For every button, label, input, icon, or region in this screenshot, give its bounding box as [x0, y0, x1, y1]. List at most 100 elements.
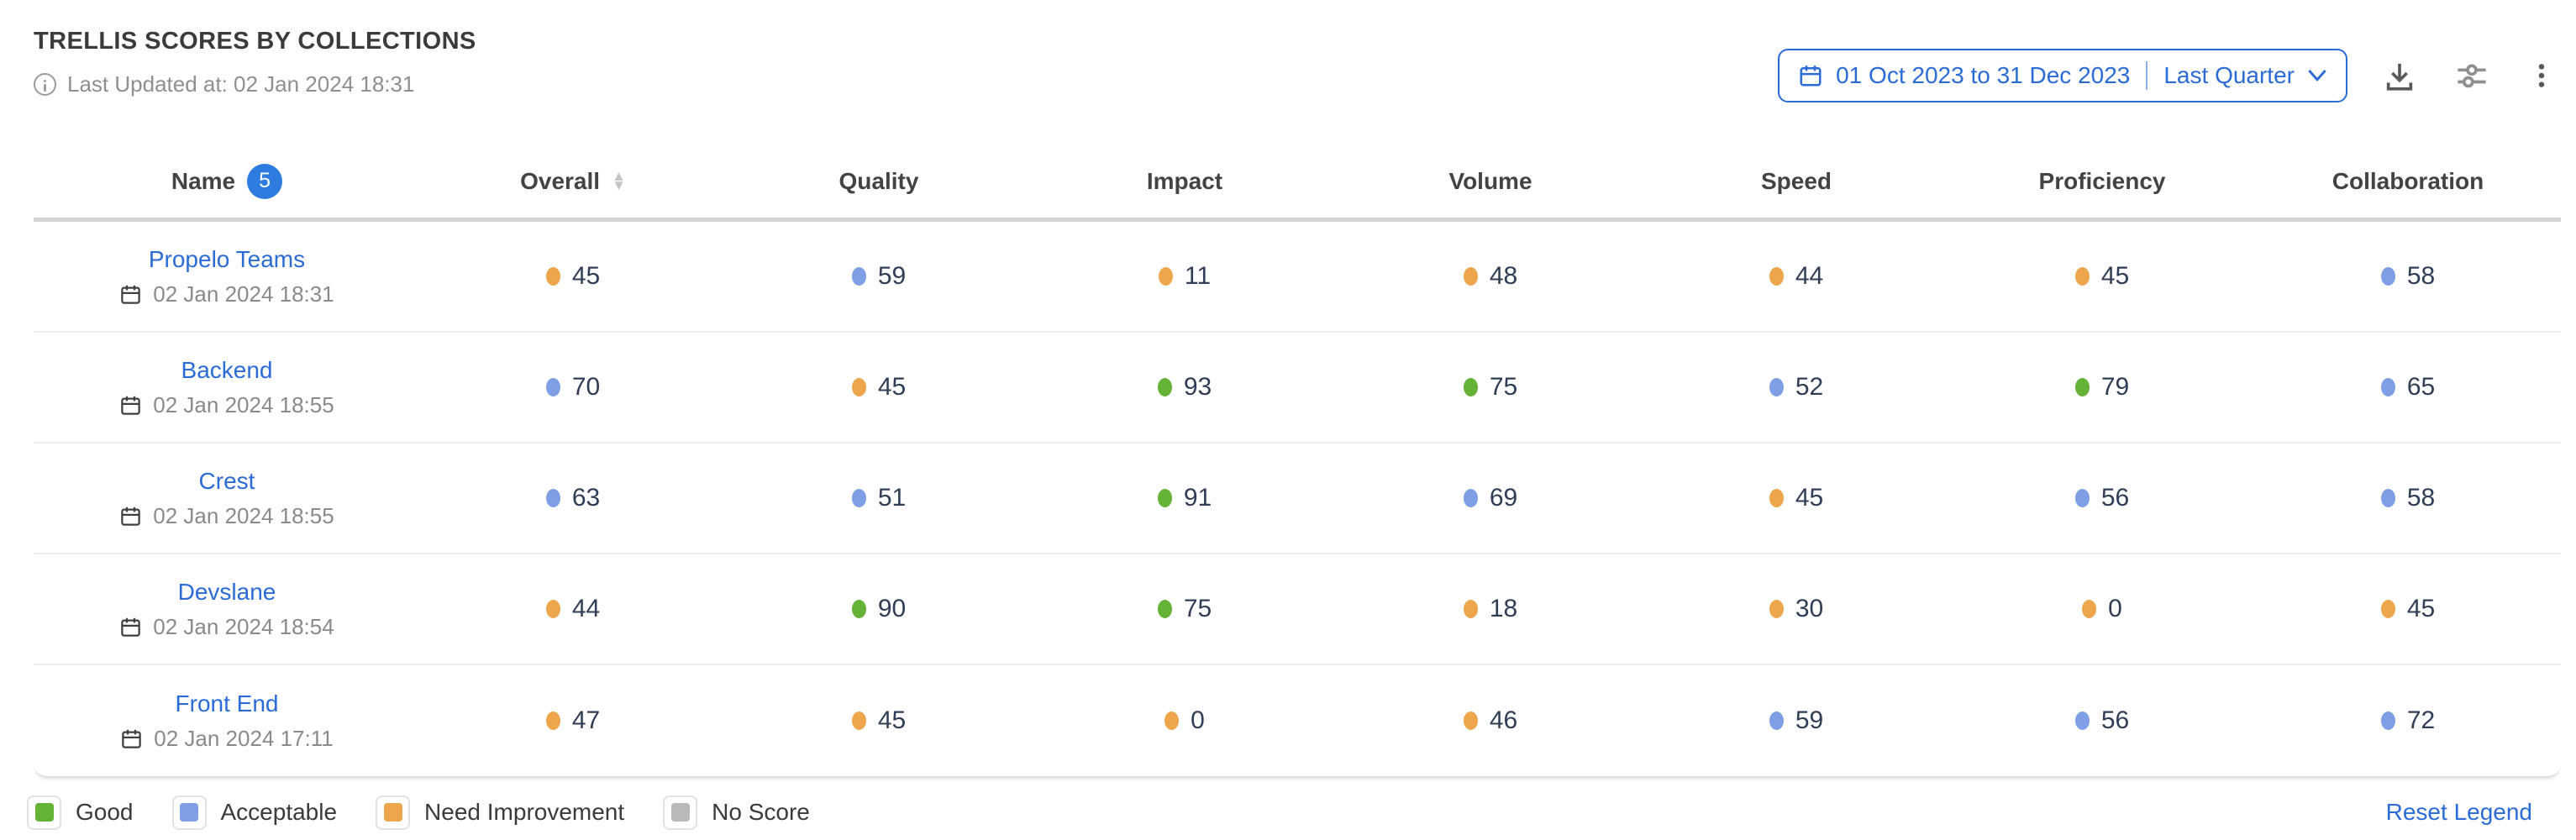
column-header-impact: Impact	[1032, 144, 1338, 218]
widget-controls: 01 Oct 2023 to 31 Dec 2023 Last Quarter	[1778, 49, 2559, 102]
score-value: 93	[1183, 373, 1212, 401]
score-cell-collaboration: 45	[2255, 554, 2561, 664]
score-dot	[1769, 378, 1784, 396]
score-cell-speed: 30	[1643, 554, 1949, 664]
score-value: 56	[2100, 706, 2130, 734]
row-updated-at: 02 Jan 2024 18:55	[153, 502, 334, 528]
sliders-icon	[2458, 64, 2486, 88]
score-cell-quality: 90	[726, 554, 1032, 664]
score-cell-impact: 11	[1032, 222, 1338, 331]
legend-checkbox[interactable]	[27, 795, 61, 830]
score-dot	[1157, 378, 1172, 396]
name-cell: Crest 02 Jan 2024 18:55	[34, 444, 420, 553]
score-dot	[1158, 267, 1173, 286]
column-label: Collaboration	[2332, 167, 2484, 194]
score-cell-speed: 59	[1643, 665, 1949, 776]
legend-swatch	[180, 803, 198, 822]
table-row: Front End 02 Jan 2024 17:11 47 45 0 46 5…	[34, 665, 2561, 776]
score-dot	[545, 267, 560, 286]
column-header-quality: Quality	[726, 144, 1032, 218]
row-updated-at: 02 Jan 2024 18:31	[153, 281, 334, 307]
score-value: 45	[877, 706, 907, 734]
collection-link[interactable]: Propelo Teams	[148, 245, 306, 272]
score-value: 79	[2100, 373, 2130, 401]
legend-checkbox[interactable]	[376, 795, 411, 830]
sort-carets-icon[interactable]: ▲ ▼	[612, 167, 626, 193]
score-dot	[1769, 711, 1784, 730]
score-value: 58	[2406, 484, 2436, 512]
row-updated-line: 02 Jan 2024 18:54	[119, 614, 334, 640]
score-value: 46	[1489, 706, 1518, 734]
score-value: 75	[1489, 373, 1518, 401]
score-cell-volume: 75	[1338, 333, 1643, 442]
score-cell-volume: 46	[1338, 665, 1643, 776]
legend-checkbox[interactable]	[663, 795, 698, 830]
date-range-button[interactable]: 01 Oct 2023 to 31 Dec 2023 Last Quarter	[1778, 49, 2347, 102]
calendar-icon	[121, 507, 141, 526]
score-cell-speed: 44	[1643, 222, 1949, 331]
name-cell: Propelo Teams 02 Jan 2024 18:31	[34, 222, 420, 331]
collection-link[interactable]: Front End	[175, 690, 279, 717]
score-dot	[545, 378, 560, 396]
calendar-icon	[121, 285, 141, 304]
calendar-icon	[122, 729, 141, 748]
column-label: Name	[171, 167, 236, 194]
score-value: 30	[1795, 595, 1824, 622]
score-dot	[851, 600, 866, 618]
calendar-icon	[1800, 66, 1822, 87]
score-value: 45	[877, 373, 907, 401]
score-dot	[2074, 711, 2090, 730]
collection-link[interactable]: Crest	[198, 467, 255, 494]
score-cell-quality: 51	[726, 444, 1032, 553]
download-button[interactable]	[2379, 55, 2420, 96]
score-dot	[851, 378, 866, 396]
score-dot	[1164, 711, 1180, 730]
score-value: 69	[1489, 484, 1518, 512]
calendar-icon	[121, 396, 141, 415]
score-cell-overall: 44	[420, 554, 726, 664]
score-value: 47	[571, 706, 601, 734]
score-dot	[545, 600, 560, 618]
score-dot	[851, 489, 866, 507]
settings-button[interactable]	[2452, 55, 2492, 96]
row-updated-at: 02 Jan 2024 17:11	[154, 725, 334, 751]
score-value: 58	[2406, 262, 2436, 290]
legend-item-no-score[interactable]: No Score	[663, 795, 810, 830]
row-updated-at: 02 Jan 2024 18:55	[153, 391, 334, 417]
name-cell: Backend 02 Jan 2024 18:55	[34, 333, 420, 442]
legend-item-acceptable[interactable]: Acceptable	[171, 795, 338, 830]
column-header-overall[interactable]: Overall ▲ ▼	[420, 144, 726, 218]
more-options-button[interactable]	[2524, 55, 2559, 96]
score-cell-impact: 0	[1032, 665, 1338, 776]
score-value: 65	[2406, 373, 2436, 401]
score-dot	[1769, 600, 1784, 618]
score-dot	[2380, 600, 2395, 618]
score-dot	[2380, 489, 2395, 507]
score-dot	[1769, 267, 1784, 286]
legend-item-good[interactable]: Good	[27, 795, 134, 830]
column-header-proficiency: Proficiency	[1949, 144, 2255, 218]
reset-legend-link[interactable]: Reset Legend	[2385, 799, 2532, 825]
column-header-collaboration: Collaboration	[2255, 144, 2561, 218]
score-cell-quality: 45	[726, 333, 1032, 442]
score-value: 59	[1795, 706, 1824, 734]
score-dot	[1157, 489, 1172, 507]
score-dot	[545, 489, 560, 507]
scores-table: Name 5 Overall ▲ ▼ Quality Impact Volume …	[34, 144, 2561, 778]
legend-swatch	[34, 803, 54, 822]
score-cell-proficiency: 56	[1949, 665, 2255, 776]
column-header-speed: Speed	[1643, 144, 1949, 218]
collection-link[interactable]: Devslane	[177, 578, 276, 605]
table-row: Devslane 02 Jan 2024 18:54 44 90 75 18 3…	[34, 554, 2561, 665]
score-cell-volume: 69	[1338, 444, 1643, 553]
legend-item-need-improvement[interactable]: Need Improvement	[376, 795, 624, 830]
legend-label: Acceptable	[220, 799, 338, 825]
collection-link[interactable]: Backend	[181, 356, 273, 383]
score-value: 51	[877, 484, 907, 512]
legend-checkbox[interactable]	[171, 795, 207, 830]
score-dot	[2074, 378, 2090, 396]
legend-bar: Good Acceptable Need Improvement No Scor…	[27, 791, 2532, 833]
score-cell-speed: 45	[1643, 444, 1949, 553]
table-row: Crest 02 Jan 2024 18:55 63 51 91 69 45 5…	[34, 444, 2561, 554]
name-cell: Devslane 02 Jan 2024 18:54	[34, 554, 420, 664]
